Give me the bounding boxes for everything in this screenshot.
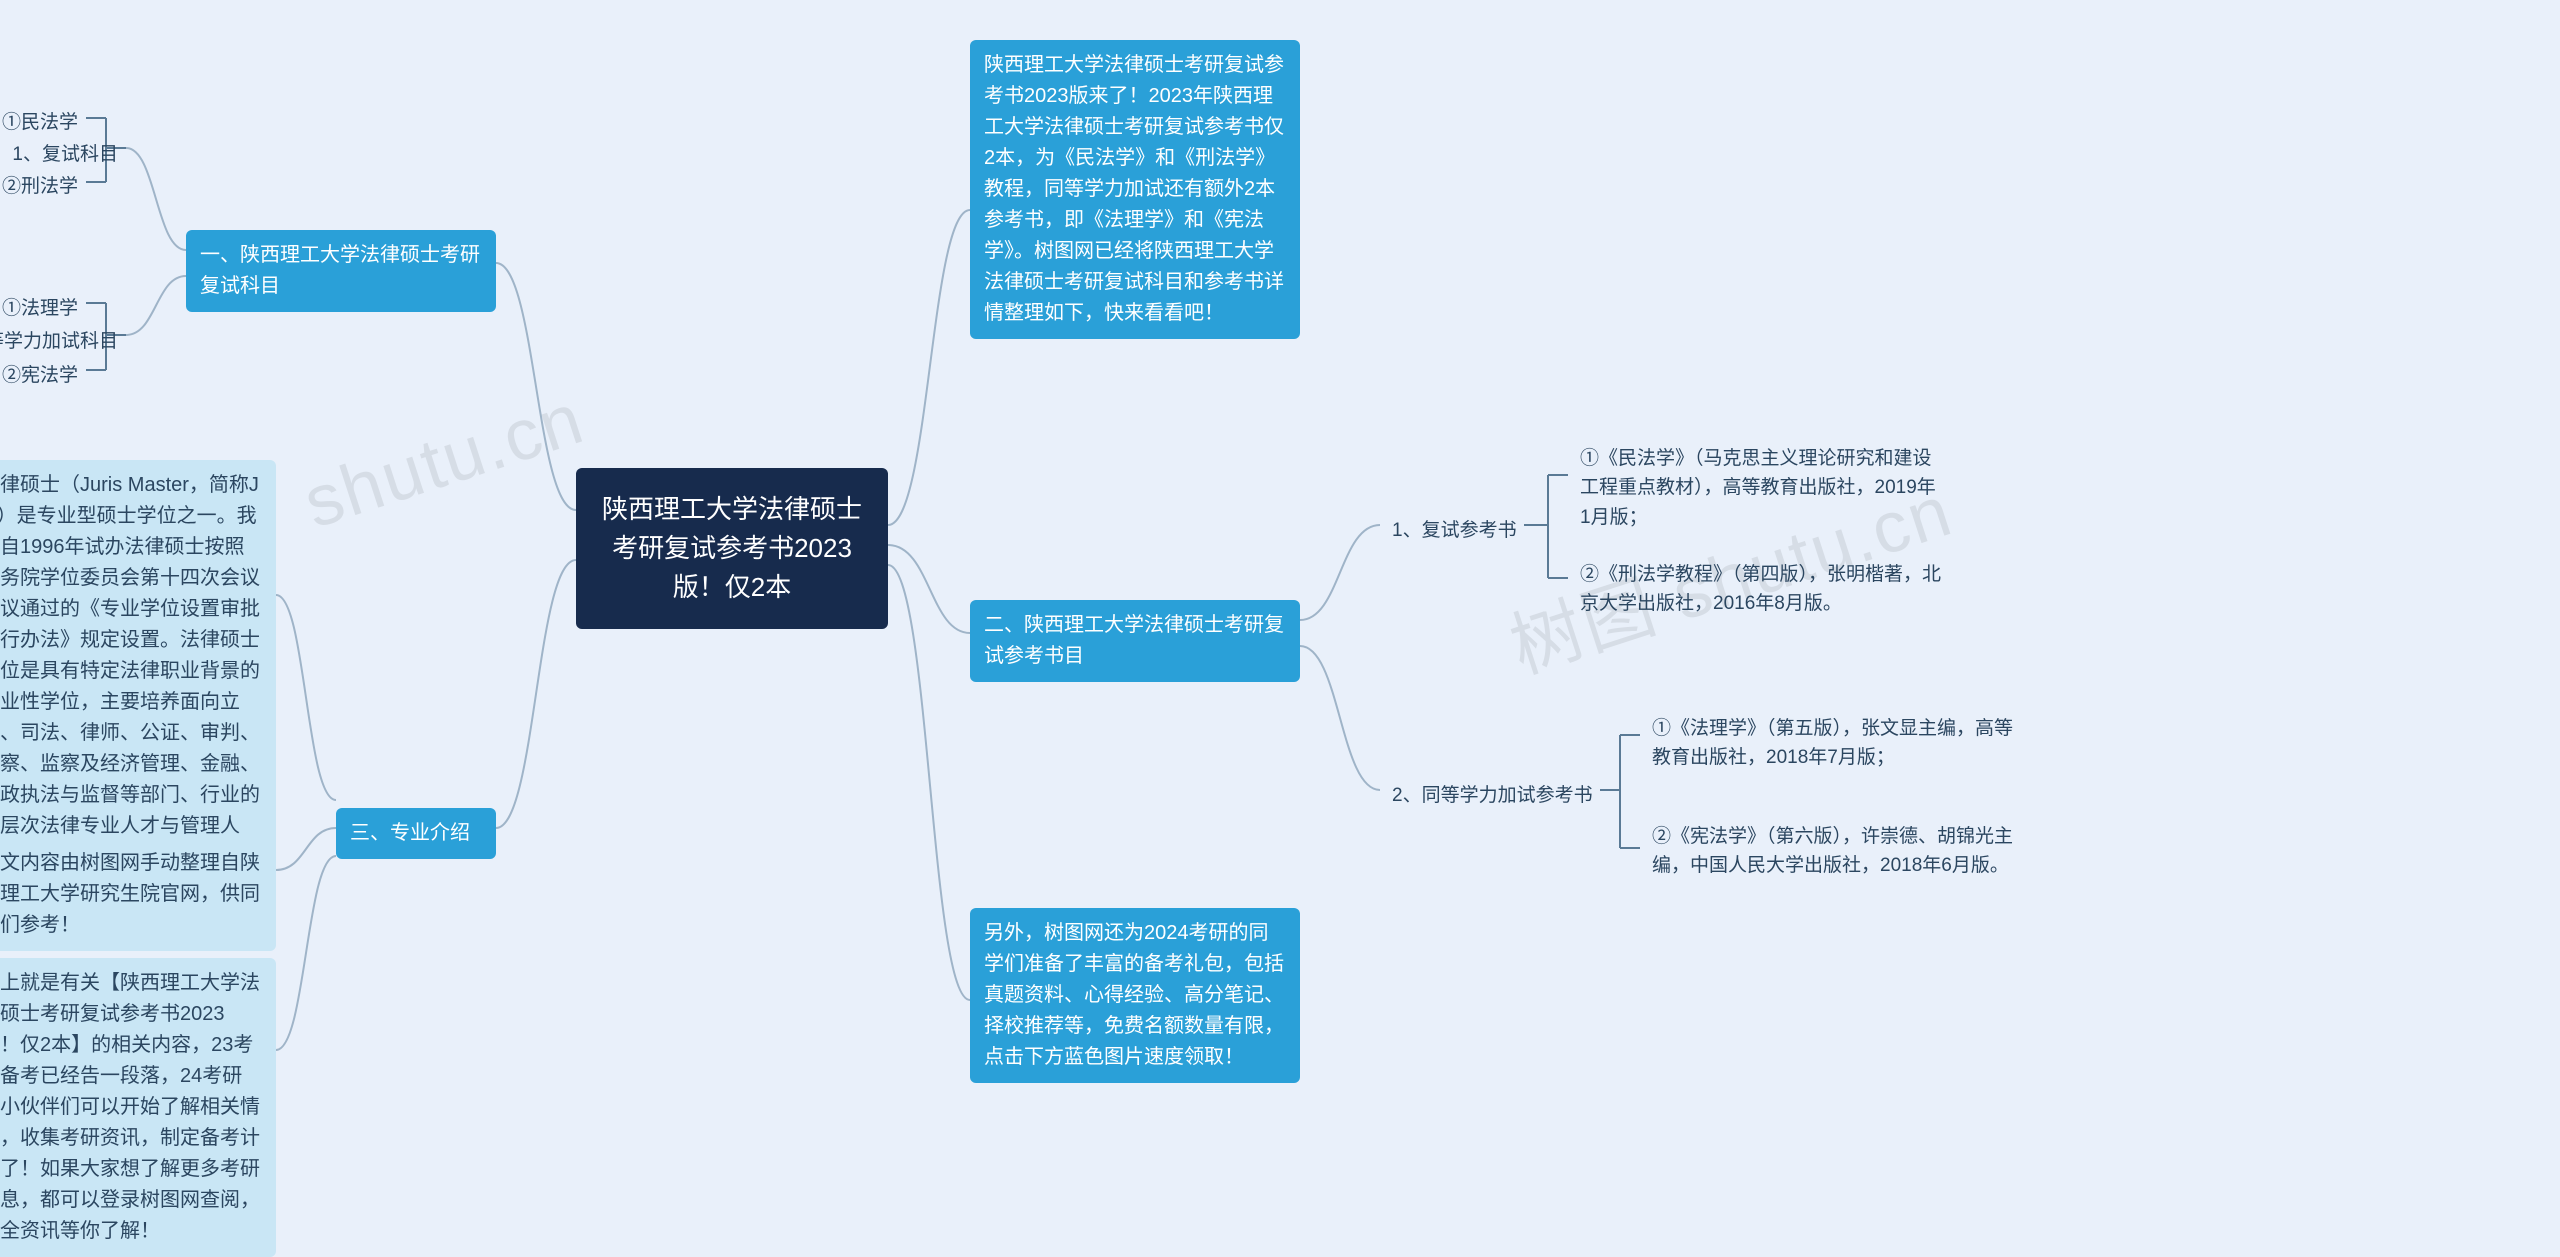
section1-sub2-item1: ①法理学 — [0, 290, 86, 327]
section2-sub1-item2: ②《刑法学教程》（第四版），张明楷著，北京大学出版社，2016年8月版。 — [1572, 556, 1952, 623]
section1-sub1-item1: ①民法学 — [0, 104, 86, 141]
extra-text: 另外，树图网还为2024考研的同学们准备了丰富的备考礼包，包括真题资料、心得经验… — [984, 922, 1284, 1068]
section2-title: 二、陕西理工大学法律硕士考研复试参考书目 — [970, 600, 1300, 682]
root-text: 陕西理工大学法律硕士考研复试参考书2023版！仅2本 — [602, 494, 862, 602]
extra-node: 另外，树图网还为2024考研的同学们准备了丰富的备考礼包，包括真题资料、心得经验… — [970, 908, 1300, 1083]
section2-sub1-item1: ①《民法学》（马克思主义理论研究和建设工程重点教材），高等教育出版社，2019年… — [1572, 440, 1952, 536]
section2-title-text: 二、陕西理工大学法律硕士考研复试参考书目 — [984, 614, 1284, 667]
section1-sub2-item2: ②宪法学 — [0, 357, 86, 394]
intro-text: 陕西理工大学法律硕士考研复试参考书2023版来了！2023年陕西理工大学法律硕士… — [984, 54, 1284, 324]
section3-title: 三、专业介绍 — [336, 808, 496, 859]
section1-sub1-item2: ②刑法学 — [0, 168, 86, 205]
section2-sub1-label: 1、复试参考书 — [1384, 512, 1525, 549]
section3-para2: 本文内容由树图网手动整理自陕西理工大学研究生院官网，供同学们参考！ — [0, 838, 276, 951]
section2-sub2-label: 2、同等学力加试参考书 — [1384, 777, 1601, 814]
section1-title: 一、陕西理工大学法律硕士考研复试科目 — [186, 230, 496, 312]
section2-sub2-item2: ②《宪法学》（第六版），许崇德、胡锦光主编，中国人民大学出版社，2018年6月版… — [1644, 818, 2024, 885]
section3-para1: 法律硕士（Juris Master，简称JM）是专业型硕士学位之一。我国自199… — [0, 460, 276, 883]
section1-title-text: 一、陕西理工大学法律硕士考研复试科目 — [200, 244, 480, 297]
section3-title-text: 三、专业介绍 — [350, 822, 470, 844]
section3-para3: 以上就是有关【陕西理工大学法律硕士考研复试参考书2023版！仅2本】的相关内容，… — [0, 958, 276, 1257]
section2-sub2-item1: ①《法理学》（第五版），张文显主编，高等教育出版社，2018年7月版； — [1644, 710, 2024, 777]
watermark-1: shutu.cn — [294, 377, 593, 544]
root-node: 陕西理工大学法律硕士考研复试参考书2023版！仅2本 — [576, 468, 888, 629]
section1-sub2-label: 2、同等学力加试科目 — [0, 323, 126, 360]
intro-node: 陕西理工大学法律硕士考研复试参考书2023版来了！2023年陕西理工大学法律硕士… — [970, 40, 1300, 339]
